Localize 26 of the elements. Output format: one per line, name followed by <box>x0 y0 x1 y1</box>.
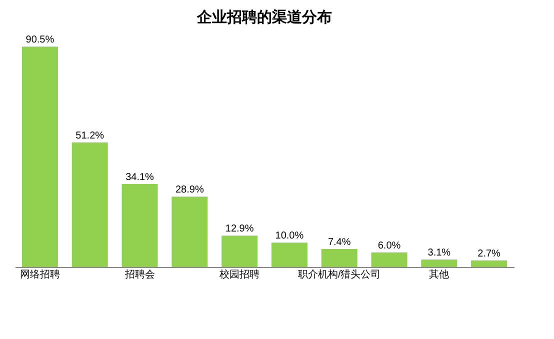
data-label: 10.0% <box>275 230 304 242</box>
x-tick-label: 职介机构/猎头公司 <box>298 268 381 280</box>
data-label: 90.5% <box>26 34 54 46</box>
bar <box>271 242 308 267</box>
data-label: 28.9% <box>175 184 204 196</box>
data-label: 34.1% <box>126 172 154 183</box>
bar <box>72 142 108 267</box>
x-tick-label: 其他 <box>429 268 450 280</box>
data-label: 3.1% <box>428 247 451 258</box>
data-label: 2.7% <box>478 248 501 260</box>
data-label: 51.2% <box>76 130 104 142</box>
data-label: 12.9% <box>225 224 254 235</box>
bar <box>371 252 408 267</box>
bar <box>122 184 158 267</box>
x-tick-label: 网络招聘 <box>20 268 60 280</box>
bar <box>321 248 358 267</box>
chart-title: 企业招聘的渠道分布 <box>196 9 332 26</box>
x-tick-label: 招聘会 <box>124 268 155 280</box>
bar <box>471 260 508 267</box>
data-label: 6.0% <box>378 240 401 252</box>
data-label: 7.4% <box>328 236 351 248</box>
bar <box>222 236 258 267</box>
bar <box>22 46 58 267</box>
bar <box>421 259 458 267</box>
x-tick-label: 校园招聘 <box>218 268 260 280</box>
bar <box>172 196 208 267</box>
